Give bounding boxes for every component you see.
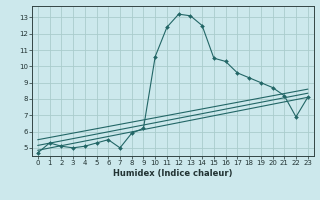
X-axis label: Humidex (Indice chaleur): Humidex (Indice chaleur) [113, 169, 233, 178]
